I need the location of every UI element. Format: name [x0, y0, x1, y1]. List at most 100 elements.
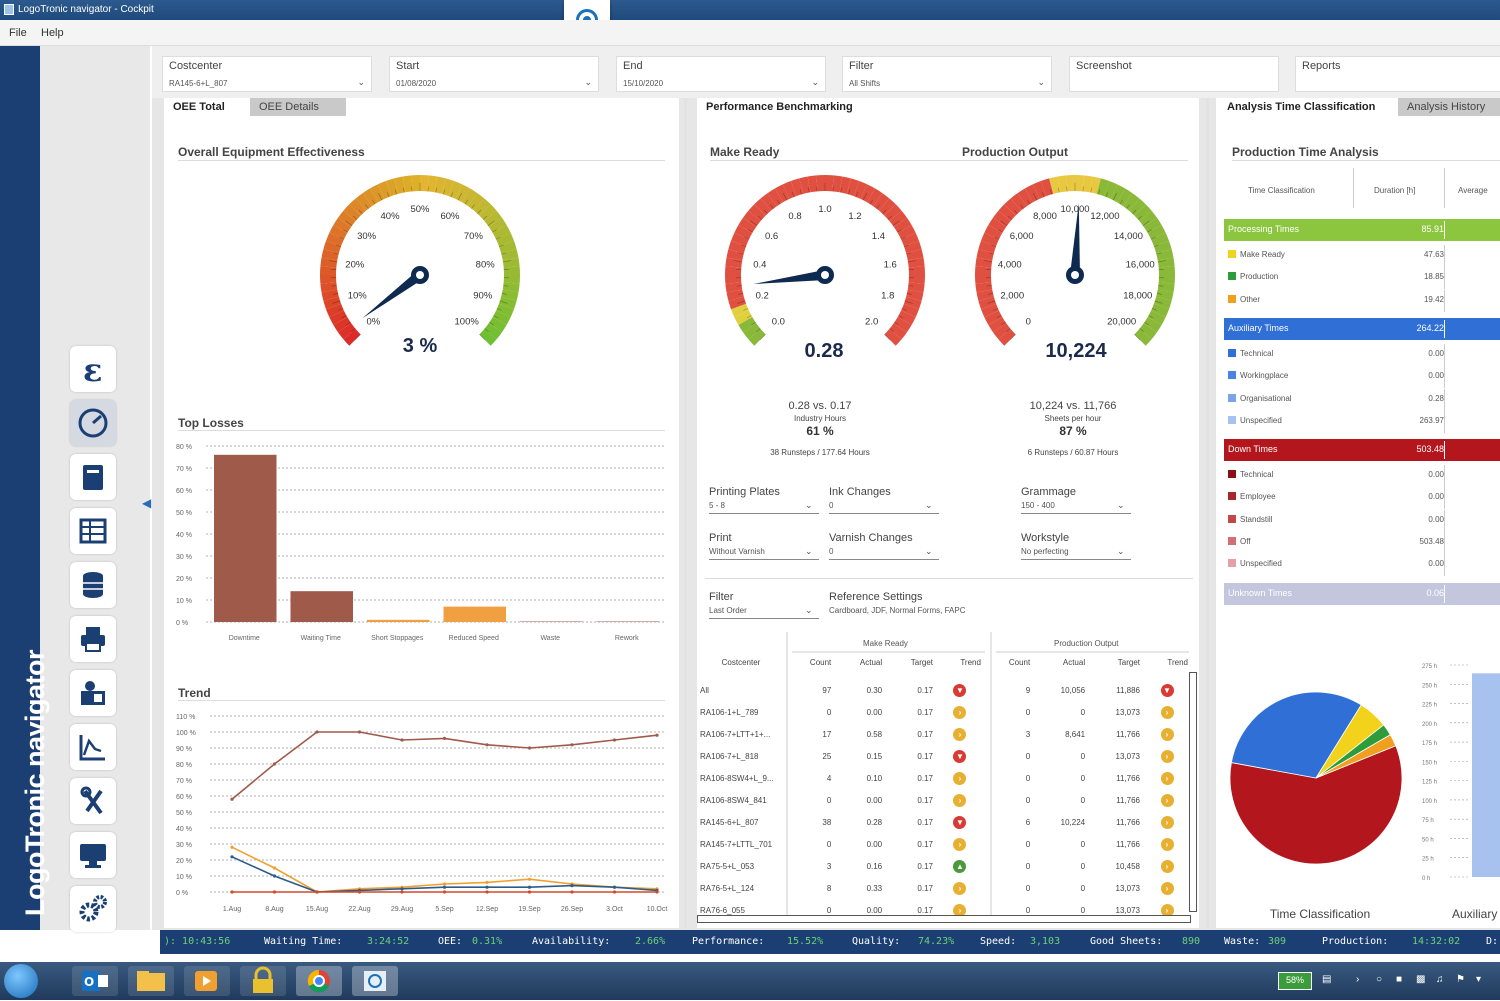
color-swatch: [1228, 272, 1236, 280]
nav-energy-button[interactable]: ε: [70, 346, 116, 392]
output-tick-label: 8,000: [1033, 211, 1057, 222]
losses-ytick-label: 10 %: [176, 598, 192, 605]
costcenter-label: Costcenter: [169, 60, 222, 72]
collapse-sidebar-icon[interactable]: ◀: [142, 496, 150, 522]
make-ready-needle: [754, 270, 826, 284]
media-task[interactable]: [184, 966, 230, 996]
nav-table-button[interactable]: [70, 508, 116, 554]
start-button[interactable]: [4, 964, 38, 998]
category-duration: 85.91: [1404, 224, 1444, 234]
outlook-task[interactable]: O: [72, 966, 118, 996]
varnish-changes-select[interactable]: Varnish Changes 0 ⌄: [829, 532, 913, 544]
table-vertical-scrollbar[interactable]: [1189, 672, 1197, 912]
table-cell: 17: [785, 723, 834, 745]
start-date-select[interactable]: Start 01/08/2020 ⌄: [389, 56, 599, 92]
print-select[interactable]: Print Without Varnish ⌄: [709, 532, 732, 544]
table-cell: RA106-1+L_789: [697, 701, 785, 723]
tab-analysis-history[interactable]: Analysis History: [1398, 98, 1500, 116]
reference-settings[interactable]: Reference Settings Cardboard, JDF, Norma…: [829, 591, 923, 603]
tray-expand-icon[interactable]: ›: [1356, 974, 1359, 985]
tab-oee-total[interactable]: OEE Total: [164, 98, 234, 116]
app-icon: [4, 4, 14, 15]
color-swatch: [1228, 515, 1236, 523]
tab-performance-benchmarking[interactable]: Performance Benchmarking: [697, 98, 862, 116]
ink-changes-select[interactable]: Ink Changes 0 ⌄: [829, 486, 891, 498]
tray-app-icon[interactable]: ■: [1396, 974, 1402, 985]
end-date-select[interactable]: End 15/10/2020 ⌄: [616, 56, 826, 92]
status-oee-value: 0.31%: [472, 936, 502, 947]
menu-help[interactable]: Help: [41, 27, 64, 39]
network-icon[interactable]: ▤: [1322, 974, 1331, 985]
printing-plates-select[interactable]: Printing Plates 5 - 8 ⌄: [709, 486, 780, 498]
tab-analysis-time-classification[interactable]: Analysis Time Classification: [1218, 98, 1384, 116]
security-task[interactable]: [240, 966, 286, 996]
shift-filter-select[interactable]: Filter All Shifts ⌄: [842, 56, 1052, 92]
nav-monitor-button[interactable]: [70, 832, 116, 878]
aux-ytick-label: 125 h: [1422, 780, 1437, 786]
oee-arc-segment: [320, 266, 336, 275]
oee-gauge: 0%10%20%30%40%50%60%70%80%90%100%: [300, 160, 540, 360]
navigator-task[interactable]: [352, 966, 398, 996]
nav-tools-button[interactable]: [70, 778, 116, 824]
tray-flag-icon[interactable]: ⚑: [1456, 974, 1465, 985]
tray-wifi-icon[interactable]: ▾: [1476, 974, 1481, 985]
tab-oee-details[interactable]: OEE Details: [250, 98, 346, 116]
production-output-gauge: 02,0004,0006,0008,00010,00012,00014,0001…: [955, 160, 1195, 360]
nav-analytics-button[interactable]: [70, 724, 116, 770]
nav-database-button[interactable]: [70, 562, 116, 608]
menu-file[interactable]: File: [9, 27, 27, 39]
battery-indicator[interactable]: 58%: [1278, 972, 1312, 990]
subcategory-label: Make Ready: [1228, 250, 1285, 259]
nav-print-button[interactable]: [70, 616, 116, 662]
tray-volume-icon[interactable]: ♫: [1436, 974, 1444, 985]
color-swatch: [1228, 250, 1236, 258]
tray-circle-icon[interactable]: ○: [1376, 974, 1382, 985]
output-tick-label: 20,000: [1107, 317, 1136, 328]
costcenter-select[interactable]: Costcenter RA145-6+L_807 ⌄: [162, 56, 372, 92]
explorer-task[interactable]: [128, 966, 174, 996]
subcategory-name: Other: [1240, 295, 1260, 304]
grammage-select[interactable]: Grammage 150 - 400 ⌄: [1021, 486, 1076, 498]
nav-settings-button[interactable]: [70, 886, 116, 932]
tray-printer-icon[interactable]: ▩: [1416, 974, 1425, 985]
workstyle-select[interactable]: Workstyle No perfecting ⌄: [1021, 532, 1069, 544]
table-horizontal-scrollbar[interactable]: [697, 915, 1191, 923]
order-filter-select[interactable]: Filter Last Order ⌄: [709, 591, 733, 603]
screenshot-button[interactable]: Screenshot: [1069, 56, 1279, 92]
table-cell: 0.17: [885, 811, 936, 833]
subcategory-label: Off: [1228, 537, 1251, 546]
nav-cockpit-button[interactable]: [70, 400, 116, 446]
oee-tick-label: 90%: [473, 290, 493, 301]
chrome-task[interactable]: [296, 966, 342, 996]
nav-operator-button[interactable]: [70, 670, 116, 716]
trend-point: [273, 874, 276, 877]
reports-button[interactable]: Reports: [1295, 56, 1500, 92]
nav-jobs-button[interactable]: [70, 454, 116, 500]
